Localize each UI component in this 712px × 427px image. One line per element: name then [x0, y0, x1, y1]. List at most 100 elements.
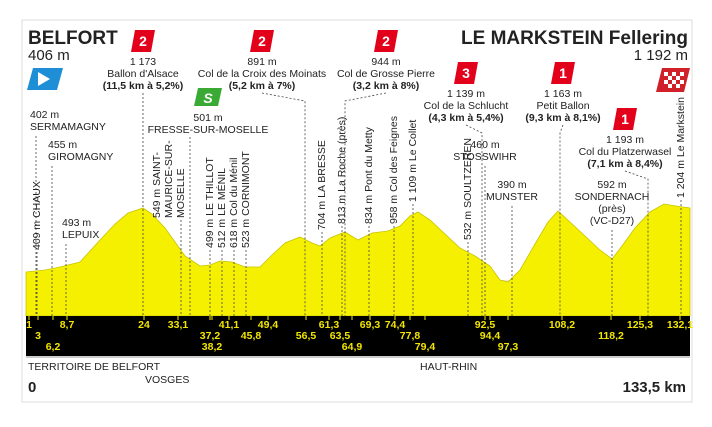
climb-category: 3: [462, 65, 470, 81]
place-label: SONDERNACH: [575, 191, 650, 203]
km-marker: 63,5: [330, 330, 351, 342]
climb-altitude: 1 163 m: [544, 88, 582, 100]
place-label-vertical: 704 m LA BRESSE: [316, 140, 328, 230]
place-label-vertical: 834 m Pont du Metty: [363, 126, 375, 224]
place-label: MUNSTER: [486, 191, 538, 203]
km-marker: 56,5: [296, 330, 317, 342]
region: HAUT-RHIN: [420, 361, 477, 373]
sprint-badge: [194, 88, 222, 106]
km-marker: 97,3: [498, 341, 519, 353]
place-label: (près): [598, 203, 625, 215]
climb-badge: [131, 30, 155, 52]
climb-badge: [454, 62, 478, 84]
km-marker: 45,8: [241, 330, 262, 342]
place-label: 455 m: [48, 139, 77, 151]
place-label: GIROMAGNY: [48, 151, 113, 163]
climb-category: 1: [559, 65, 567, 81]
place-label-vertical: 618 m Col du Ménil: [228, 158, 240, 248]
climb-name: Petit Ballon: [536, 100, 589, 112]
climb-name: Col de Grosse Pierre: [337, 68, 435, 80]
km-marker: 64,9: [342, 341, 363, 353]
km-marker: 37,2: [200, 330, 221, 342]
start-icon-arrow: [38, 72, 50, 86]
climb-detail: (7,1 km à 8,4%): [587, 158, 662, 170]
place-label-vertical: 1 204 m Le Markstein: [675, 97, 687, 198]
climb-name: Col du Platzerwasel: [579, 146, 672, 158]
climb-name: Ballon d'Alsace: [107, 68, 179, 80]
place-label-vertical: 409 m CHAUX: [31, 181, 43, 250]
place-label: STOSSWIHR: [453, 151, 517, 163]
climb-badge: [374, 30, 398, 52]
km-marker: 74,4: [385, 319, 406, 331]
km-band: [26, 316, 690, 356]
climb-altitude: 944 m: [371, 56, 400, 68]
km-marker: 8,7: [60, 319, 75, 331]
km-marker: 125,3: [627, 319, 653, 331]
place-label-vertical: 532 m SOULTZEREN: [462, 138, 474, 240]
place-label: LEPUIX: [62, 229, 99, 241]
climb-category: 2: [258, 33, 266, 49]
region: VOSGES: [145, 374, 189, 386]
place-label: (VC-D27): [590, 215, 634, 227]
km-marker: 132,1: [667, 319, 693, 331]
elevation-profile: [25, 203, 691, 317]
climb-altitude: 891 m: [247, 56, 276, 68]
place-label-vertical: MAURICE-SUR-: [163, 140, 175, 218]
region: TERRITOIRE DE BELFORT: [28, 361, 161, 373]
km-marker: 61,3: [319, 319, 340, 331]
km-marker: 118,2: [598, 330, 624, 342]
km-marker: 79,4: [415, 341, 436, 353]
place-label: 402 m: [30, 109, 59, 121]
sprint-icon: S: [203, 90, 213, 106]
place-label-vertical: 813 m La Roche (près): [336, 117, 348, 224]
km-marker: 3: [35, 330, 41, 342]
km-marker: 77,8: [400, 330, 421, 342]
sprint-name: FRESSE-SUR-MOSELLE: [148, 124, 269, 136]
km-marker: 49,4: [258, 319, 279, 331]
climb-detail: (4,3 km à 5,4%): [428, 112, 503, 124]
km-marker: 6,2: [46, 341, 61, 353]
distance-start: 0: [28, 379, 36, 396]
start-name: BELFORT: [28, 28, 118, 49]
climb-altitude: 1 193 m: [606, 134, 644, 146]
climb-name: Col de la Croix des Moinats: [198, 68, 326, 80]
sprint-altitude: 501 m: [193, 112, 222, 124]
leader-line: [465, 124, 483, 316]
climb-category: 2: [139, 33, 147, 49]
frame: [21, 19, 693, 403]
climb-detail: (11,5 km à 5,2%): [103, 80, 184, 92]
climb-badge: [613, 108, 637, 130]
place-label-vertical: 512 m LE MÉNIL: [215, 168, 228, 248]
climb-category: 2: [382, 33, 390, 49]
climb-category: 1: [621, 111, 629, 127]
place-label-vertical: MOSELLE: [175, 168, 187, 218]
km-marker: 41,1: [219, 319, 240, 331]
place-label: SERMAMAGNY: [30, 121, 106, 133]
climb-detail: (9,3 km à 8,1%): [525, 112, 600, 124]
place-label: 592 m: [597, 179, 626, 191]
place-label: 493 m: [62, 217, 91, 229]
km-marker: 38,2: [202, 341, 223, 353]
finish-name: LE MARKSTEIN Fellering: [461, 28, 688, 49]
leader-line: [344, 92, 387, 316]
place-label-vertical: 549 m SAINT-: [151, 152, 163, 218]
km-marker: 1: [26, 319, 32, 331]
distance-end: 133,5 km: [623, 379, 686, 396]
climb-badge: [551, 62, 575, 84]
place-label-vertical: 523 m CORNIMONT: [240, 151, 252, 248]
km-marker: 33,1: [168, 319, 189, 331]
start-altitude: 406 m: [28, 47, 70, 64]
climb-altitude: 1 173: [130, 56, 156, 68]
place-label-vertical: 1 109 m Le Collet: [407, 120, 419, 202]
leader-line: [624, 170, 649, 316]
km-marker: 69,3: [360, 319, 381, 331]
km-marker: 24: [138, 319, 150, 331]
finish-altitude: 1 192 m: [634, 47, 688, 64]
km-marker: 108,2: [549, 319, 575, 331]
km-marker: 94,4: [480, 330, 501, 342]
climb-detail: (3,2 km à 8%): [353, 80, 420, 92]
climb-altitude: 1 139 m: [447, 88, 485, 100]
km-marker: 92,5: [475, 319, 496, 331]
place-label: 460 m: [470, 139, 499, 151]
